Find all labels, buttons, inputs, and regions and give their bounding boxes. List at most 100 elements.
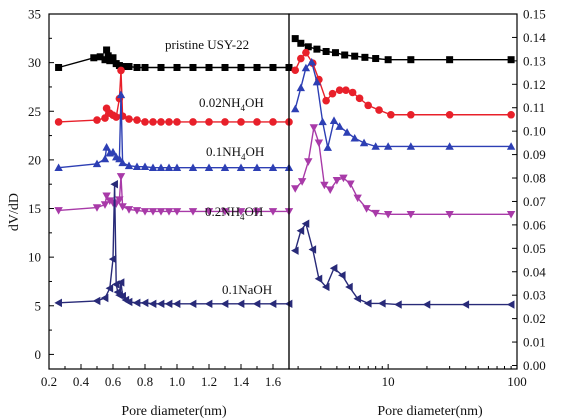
data-point (291, 66, 300, 75)
y-tick-label-left: 35 (28, 7, 41, 22)
data-point (445, 142, 454, 150)
data-point (172, 208, 182, 216)
y-tick-label-left: 10 (28, 250, 41, 265)
data-point (165, 118, 173, 126)
data-point (348, 88, 357, 97)
y-tick-label-right: 0.15 (523, 7, 546, 22)
data-point (132, 162, 142, 171)
data-point (338, 271, 346, 280)
data-point (268, 163, 278, 172)
data-point (445, 210, 454, 219)
data-point (93, 116, 101, 124)
data-point (156, 163, 166, 172)
data-point (118, 158, 127, 167)
data-point (406, 142, 416, 150)
data-point (507, 56, 515, 64)
left-panel-micropore: 0.2 0.4 0.6 0.8 1.0 1.2 1.4 1.6 0 5 10 15 20 25 30 35 pr… (28, 7, 294, 389)
y-tick-label-left: 25 (28, 104, 41, 119)
y-tick-label-right: 0.09 (523, 147, 546, 162)
series-right-0 (291, 35, 515, 64)
right-plot-frame (288, 13, 518, 370)
data-point (54, 118, 63, 126)
data-point (105, 284, 114, 293)
y-tick-label-right: 0.10 (523, 124, 546, 139)
data-point (148, 163, 158, 172)
data-point (269, 118, 277, 126)
data-point (54, 163, 63, 172)
data-point (236, 163, 246, 172)
data-point (362, 205, 371, 213)
data-point (301, 63, 311, 72)
data-point (346, 180, 355, 189)
data-point (268, 208, 278, 216)
data-point (318, 117, 327, 126)
data-point (341, 51, 349, 59)
series-line (294, 60, 512, 148)
data-point (220, 208, 230, 216)
series-label: 0.02NH4OH (199, 95, 264, 113)
series-right-4 (291, 219, 515, 309)
series-line (294, 127, 512, 216)
data-point (345, 282, 353, 292)
x-tick-label-left: 0.4 (73, 374, 90, 389)
data-point (141, 63, 149, 71)
data-point (312, 77, 322, 86)
x-tick-label-left: 0.8 (137, 374, 153, 389)
data-point (314, 274, 323, 283)
data-point (164, 299, 173, 309)
data-point (320, 181, 329, 190)
data-point (221, 63, 229, 71)
data-point (116, 90, 126, 99)
series-label: pristine USY-22 (165, 37, 249, 52)
data-point (329, 116, 339, 124)
data-point (110, 180, 118, 189)
series-left-1: 0.02NH4OH (54, 66, 293, 126)
data-point (125, 115, 133, 123)
data-point (307, 57, 316, 66)
data-point (291, 185, 300, 193)
series-left-4: 0.1NaOH (54, 180, 293, 309)
data-point (140, 298, 149, 308)
x-axis-title-left: Pore diameter(nm) (121, 404, 227, 419)
series-right-2 (291, 57, 516, 151)
data-point (355, 94, 364, 103)
data-point (172, 163, 182, 172)
data-point (96, 53, 104, 61)
data-point (332, 177, 342, 185)
data-point (407, 56, 415, 64)
data-point (54, 207, 63, 215)
data-point (342, 86, 350, 94)
data-point (253, 63, 261, 71)
data-point (157, 118, 165, 126)
data-point (148, 299, 157, 309)
y-tick-label-right: 0.12 (523, 77, 546, 92)
data-point (394, 300, 402, 309)
data-point (237, 63, 245, 71)
data-point (140, 208, 150, 216)
series-right-3 (291, 124, 516, 219)
data-point (100, 293, 109, 303)
y-tick-label-right: 0.02 (523, 311, 546, 326)
x-tick-label-left: 1.6 (265, 374, 282, 389)
data-point (172, 299, 181, 309)
data-point (304, 43, 312, 51)
data-point (387, 110, 395, 119)
x-tick-label-left: 0.6 (105, 374, 122, 389)
data-point (304, 158, 313, 166)
data-point (157, 63, 165, 71)
data-point (422, 300, 431, 309)
data-point (361, 53, 369, 61)
data-point (364, 101, 372, 110)
data-point (371, 209, 380, 218)
series-label: 0.1NH4OH (206, 144, 264, 162)
data-point (363, 299, 372, 308)
y-tick-label-right: 0.08 (523, 171, 546, 186)
data-point (221, 118, 229, 126)
y-tick-label-left: 5 (35, 298, 42, 313)
data-point (339, 174, 348, 183)
series-label: 0.2NH4OH (205, 204, 263, 222)
data-point (351, 52, 359, 60)
y-tick-label-left: 15 (28, 201, 41, 216)
data-point (506, 300, 515, 309)
